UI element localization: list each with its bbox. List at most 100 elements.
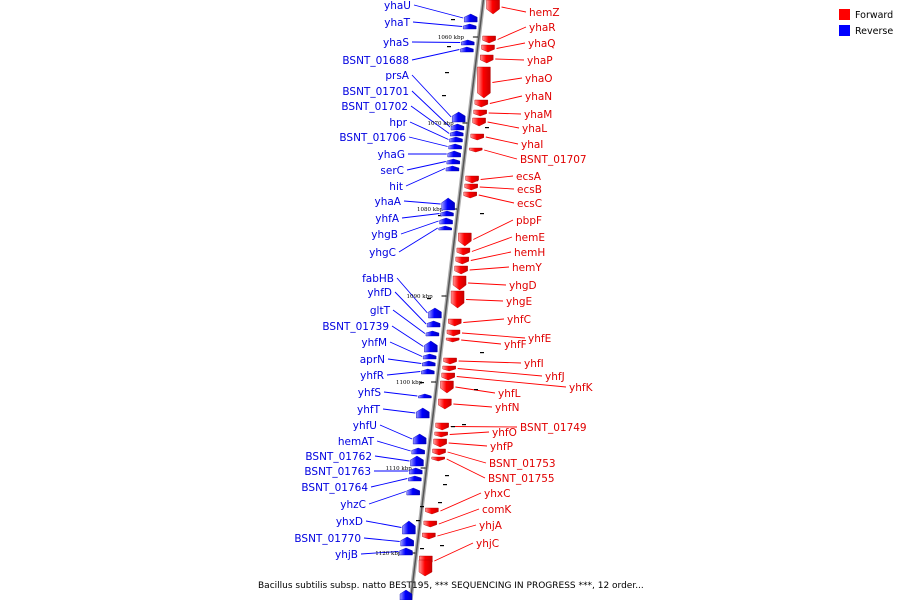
- forward-gene-label[interactable]: yhaL: [522, 123, 547, 135]
- reverse-gene-label[interactable]: BSNT_01762: [305, 451, 372, 463]
- reverse-gene-label[interactable]: yhaT: [384, 17, 410, 29]
- forward-gene[interactable]: [481, 44, 495, 53]
- reverse-gene-label[interactable]: aprN: [360, 354, 385, 366]
- reverse-gene-label[interactable]: serC: [380, 165, 404, 177]
- reverse-gene[interactable]: [428, 307, 442, 319]
- forward-gene[interactable]: [443, 357, 457, 365]
- forward-gene[interactable]: [486, 0, 500, 15]
- reverse-gene[interactable]: [446, 158, 461, 165]
- forward-gene-label[interactable]: yhjC: [476, 538, 499, 550]
- reverse-gene-label[interactable]: gltT: [370, 305, 391, 317]
- forward-gene[interactable]: [455, 256, 469, 265]
- reverse-gene[interactable]: [460, 46, 474, 53]
- reverse-gene[interactable]: [426, 320, 441, 328]
- forward-gene-label[interactable]: yhfE: [528, 333, 551, 345]
- forward-gene[interactable]: [442, 365, 456, 372]
- reverse-gene[interactable]: [450, 123, 465, 131]
- forward-gene[interactable]: [463, 191, 477, 199]
- reverse-gene-label[interactable]: yhfU: [353, 420, 377, 432]
- forward-gene[interactable]: [482, 35, 496, 44]
- forward-gene-label[interactable]: hemE: [515, 232, 545, 244]
- reverse-gene-label[interactable]: hit: [389, 181, 403, 193]
- forward-gene-label[interactable]: yhgE: [506, 296, 532, 308]
- forward-gene-label[interactable]: yhaO: [525, 73, 553, 85]
- forward-gene-label[interactable]: BSNT_01749: [520, 422, 587, 434]
- reverse-gene-label[interactable]: yhjB: [335, 549, 358, 561]
- reverse-gene-label[interactable]: yhgC: [369, 247, 396, 259]
- forward-gene-label[interactable]: yhaQ: [528, 38, 556, 50]
- reverse-gene-label[interactable]: yhaG: [378, 149, 405, 161]
- reverse-gene[interactable]: [399, 547, 413, 556]
- forward-gene[interactable]: [425, 507, 439, 515]
- forward-gene[interactable]: [446, 329, 461, 337]
- forward-gene-label[interactable]: yhfO: [492, 427, 517, 439]
- reverse-gene-label[interactable]: yhfA: [375, 213, 400, 225]
- reverse-gene[interactable]: [422, 360, 436, 367]
- reverse-gene-label[interactable]: yhxD: [336, 516, 363, 528]
- reverse-gene-label[interactable]: yhfD: [367, 287, 392, 299]
- forward-gene[interactable]: [474, 99, 489, 108]
- forward-gene-label[interactable]: yhjA: [479, 520, 503, 532]
- reverse-gene-label[interactable]: BSNT_01763: [304, 466, 371, 478]
- reverse-gene[interactable]: [462, 23, 477, 30]
- forward-gene-label[interactable]: yhfI: [524, 358, 544, 370]
- forward-gene-label[interactable]: ecsA: [516, 171, 542, 183]
- forward-gene[interactable]: [464, 183, 478, 191]
- forward-gene-label[interactable]: BSNT_01707: [520, 154, 587, 166]
- reverse-gene-label[interactable]: yhfT: [357, 404, 381, 416]
- reverse-gene[interactable]: [445, 165, 460, 172]
- reverse-gene[interactable]: [422, 353, 437, 360]
- forward-gene-label[interactable]: BSNT_01753: [489, 458, 556, 470]
- reverse-gene-label[interactable]: yhfR: [360, 370, 384, 382]
- forward-gene[interactable]: [477, 66, 491, 99]
- forward-gene[interactable]: [465, 175, 479, 184]
- reverse-gene-label[interactable]: BSNT_01688: [342, 55, 409, 67]
- forward-gene[interactable]: [423, 520, 438, 528]
- reverse-gene-label[interactable]: yhaS: [383, 37, 409, 49]
- forward-gene-label[interactable]: yhfC: [507, 314, 531, 326]
- forward-gene[interactable]: [445, 337, 460, 343]
- forward-gene[interactable]: [418, 559, 433, 577]
- forward-gene[interactable]: [456, 247, 471, 256]
- forward-gene-label[interactable]: yhfK: [569, 382, 594, 394]
- reverse-gene-label[interactable]: BSNT_01770: [294, 533, 361, 545]
- forward-gene-label[interactable]: ecsB: [517, 184, 542, 196]
- forward-gene[interactable]: [470, 133, 484, 141]
- forward-gene-label[interactable]: yhfJ: [545, 371, 565, 383]
- forward-gene-label[interactable]: comK: [482, 504, 512, 516]
- reverse-gene-label[interactable]: BSNT_01739: [322, 321, 389, 333]
- forward-gene-label[interactable]: ecsC: [517, 198, 542, 210]
- reverse-gene-label[interactable]: hemAT: [338, 436, 375, 448]
- forward-gene-label[interactable]: pbpF: [516, 215, 542, 227]
- forward-gene-label[interactable]: yhfF: [504, 339, 527, 351]
- forward-gene-label[interactable]: yhxC: [484, 488, 510, 500]
- forward-gene[interactable]: [473, 109, 487, 117]
- reverse-gene[interactable]: [406, 487, 420, 496]
- forward-gene[interactable]: [450, 290, 465, 309]
- forward-gene[interactable]: [422, 532, 436, 540]
- reverse-gene[interactable]: [441, 197, 455, 211]
- reverse-gene[interactable]: [447, 150, 461, 158]
- reverse-gene-label[interactable]: yhzC: [340, 499, 366, 511]
- reverse-gene[interactable]: [408, 475, 422, 482]
- reverse-gene-label[interactable]: yhaA: [375, 196, 402, 208]
- reverse-gene-label[interactable]: yhfS: [358, 387, 382, 399]
- forward-gene-label[interactable]: hemZ: [529, 7, 560, 19]
- reverse-gene-label[interactable]: fabHB: [362, 273, 394, 285]
- forward-gene[interactable]: [438, 398, 452, 410]
- reverse-gene[interactable]: [412, 433, 427, 445]
- reverse-gene[interactable]: [411, 447, 425, 455]
- reverse-gene[interactable]: [461, 39, 475, 46]
- reverse-gene[interactable]: [464, 13, 478, 23]
- forward-gene[interactable]: [452, 275, 467, 291]
- reverse-gene[interactable]: [402, 520, 416, 535]
- reverse-gene[interactable]: [439, 217, 453, 225]
- forward-gene[interactable]: [433, 438, 447, 448]
- reverse-gene[interactable]: [440, 210, 454, 217]
- forward-gene[interactable]: [431, 456, 445, 462]
- reverse-gene[interactable]: [400, 536, 414, 547]
- reverse-gene[interactable]: [418, 393, 432, 399]
- forward-gene[interactable]: [440, 380, 454, 394]
- reverse-gene-label[interactable]: BSNT_01701: [342, 86, 409, 98]
- reverse-gene[interactable]: [421, 368, 435, 375]
